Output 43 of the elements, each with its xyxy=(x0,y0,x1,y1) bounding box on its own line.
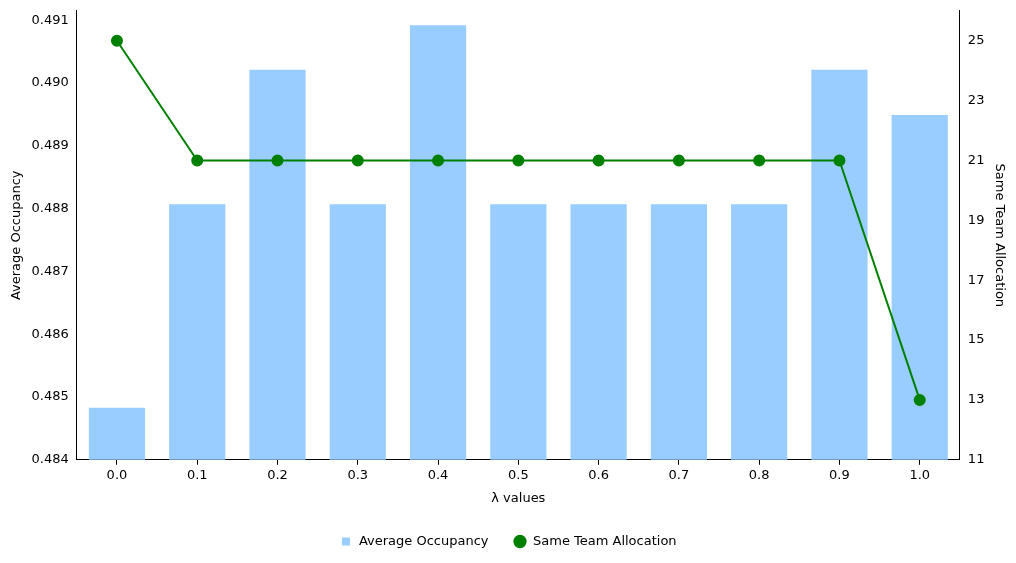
y2-tick-label: 15 xyxy=(967,331,985,347)
point xyxy=(753,154,766,167)
point xyxy=(271,154,284,167)
y-tick-label: 0.486 xyxy=(31,325,69,341)
y2-tick-label: 17 xyxy=(967,271,985,287)
y2-tick-label: 25 xyxy=(967,32,985,48)
point xyxy=(110,34,123,47)
y-tick-label: 0.485 xyxy=(31,388,69,404)
legend-label: Average Occupancy xyxy=(358,532,489,548)
point xyxy=(512,154,525,167)
y-tick-label: 0.490 xyxy=(31,74,69,90)
point xyxy=(191,154,204,167)
point xyxy=(432,154,445,167)
x-tick-label: 0.3 xyxy=(347,466,369,482)
y-tick-label: 0.484 xyxy=(31,451,69,467)
y2-tick-label: 19 xyxy=(967,211,985,227)
y-tick-label: 0.491 xyxy=(31,11,69,27)
y-axis-title: Average Occupancy xyxy=(8,170,24,301)
x-tick-label: 0.6 xyxy=(588,466,609,482)
x-axis-title: λ values xyxy=(491,489,546,505)
x-tick-label: 0.5 xyxy=(507,466,529,482)
point xyxy=(592,154,605,167)
point xyxy=(913,393,926,406)
y2-axis-title: Same Team Allocation xyxy=(992,163,1008,308)
x-tick-label: 0.0 xyxy=(106,466,128,482)
y-tick-label: 0.489 xyxy=(31,137,69,153)
point xyxy=(351,154,364,167)
point xyxy=(672,154,685,167)
x-tick-label: 0.1 xyxy=(186,466,208,482)
y-tick-label: 0.488 xyxy=(31,199,69,215)
legend-label: Same Team Allocation xyxy=(533,532,677,548)
y2-tick-label: 13 xyxy=(967,391,985,407)
x-tick-label: 0.8 xyxy=(748,466,770,482)
x-tick-label: 0.7 xyxy=(668,466,690,482)
y2-tick-label: 11 xyxy=(967,451,985,467)
point xyxy=(833,154,846,167)
x-tick-label: 0.2 xyxy=(267,466,288,482)
y2-tick-label: 23 xyxy=(967,91,985,107)
y-tick-label: 0.487 xyxy=(31,262,69,278)
x-tick-label: 1.0 xyxy=(909,466,931,482)
x-tick-label: 0.9 xyxy=(829,466,850,482)
y2-tick-label: 21 xyxy=(967,151,985,167)
x-tick-label: 0.4 xyxy=(427,466,449,482)
